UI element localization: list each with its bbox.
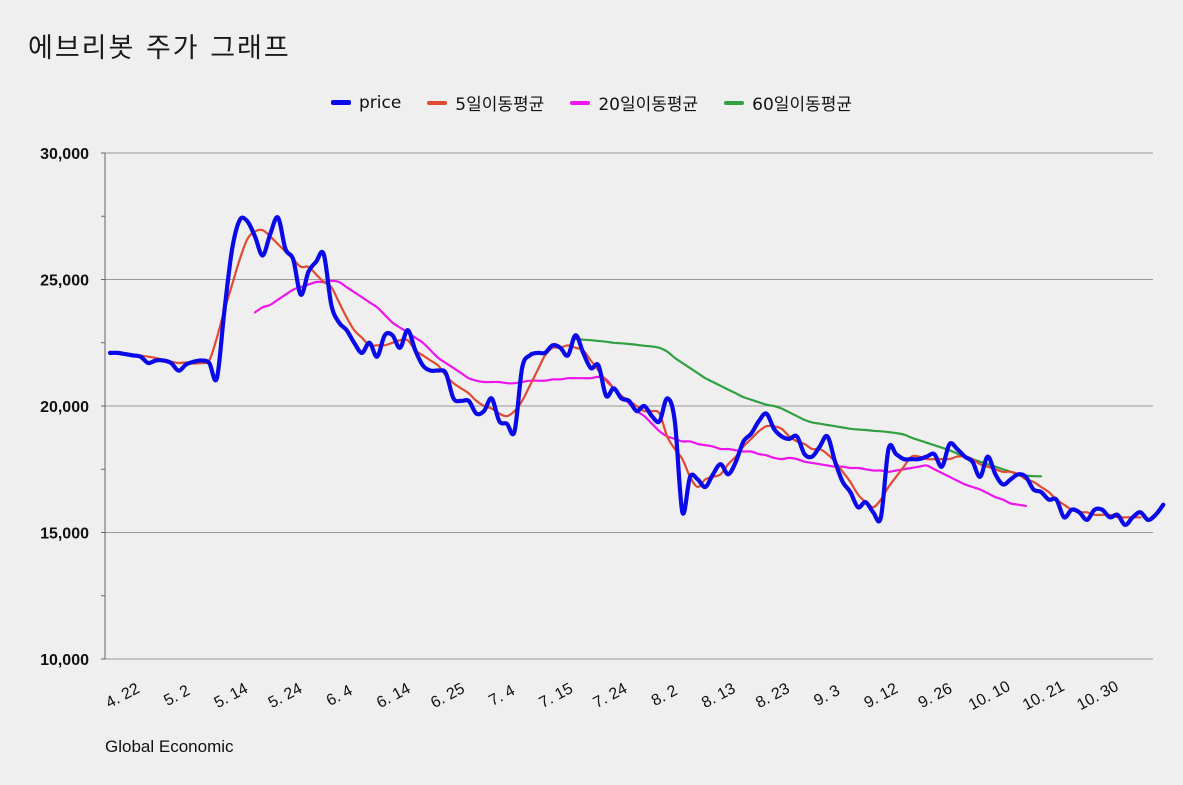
y-tick-label: 15,000 <box>40 526 89 543</box>
x-tick-label: 10. 21 <box>1020 678 1067 714</box>
series-line-ma5 <box>139 228 1142 519</box>
x-tick-label: 7. 24 <box>591 680 630 712</box>
x-tick-label: 6. 14 <box>374 680 413 712</box>
x-tick-label: 9. 26 <box>916 680 955 712</box>
x-tick-label: 9. 12 <box>862 680 901 712</box>
source-label: Global Economic <box>105 737 234 756</box>
y-tick-label: 10,000 <box>40 652 89 669</box>
legend: price 5일이동평균 20일이동평균 60일이동평균 <box>0 90 1183 115</box>
x-tick-label: 10. 30 <box>1074 678 1121 714</box>
legend-item-ma60: 60일이동평균 <box>724 90 852 115</box>
x-tick-label: 7. 15 <box>537 680 576 712</box>
x-tick-label: 9. 3 <box>811 682 843 710</box>
legend-swatch-ma5 <box>427 100 448 105</box>
series-line-ma20 <box>253 279 1027 507</box>
legend-label-ma5: 5일이동평균 <box>455 95 545 115</box>
x-tick-label: 5. 24 <box>266 680 305 712</box>
legend-label-price: price <box>358 92 402 113</box>
gridlines <box>105 152 1153 660</box>
x-tick-label: 10. 10 <box>966 678 1013 714</box>
chart-title: 에브리봇 주가 그래프 <box>28 33 291 64</box>
y-tick-label: 25,000 <box>40 273 89 290</box>
x-tick-label: 5. 14 <box>212 680 251 712</box>
legend-label-ma60: 60일이동평균 <box>752 95 853 115</box>
x-tick-label: 8. 13 <box>699 680 738 712</box>
x-tick-label: 4. 22 <box>103 680 142 712</box>
x-tick-label: 5. 2 <box>161 682 193 710</box>
series-group <box>107 215 1166 527</box>
axes <box>101 152 106 660</box>
legend-swatch-ma20 <box>570 100 591 105</box>
legend-swatch-price <box>330 100 351 105</box>
x-tick-label: 8. 23 <box>753 680 792 712</box>
x-tick-label: 6. 4 <box>324 682 356 710</box>
legend-item-ma20: 20일이동평균 <box>570 90 698 115</box>
legend-label-ma20: 20일이동평균 <box>598 95 699 115</box>
series-line-price <box>107 215 1166 527</box>
y-tick-label: 30,000 <box>40 146 89 163</box>
x-tick-label: 8. 2 <box>649 682 681 710</box>
y-axis-labels: 10,000 15,000 20,000 25,000 30,000 <box>40 146 89 669</box>
x-tick-label: 7. 4 <box>486 682 518 710</box>
x-tick-label: 6. 25 <box>428 680 467 712</box>
x-axis-labels: 4. 22 5. 2 5. 14 5. 24 6. 4 6. 14 6. 25 7. 4 7. … <box>103 678 1121 714</box>
legend-item-ma5: 5일이동평균 <box>427 90 544 115</box>
legend-item-price: price <box>330 90 402 115</box>
y-tick-label: 20,000 <box>40 399 89 416</box>
legend-swatch-ma60 <box>724 100 745 105</box>
